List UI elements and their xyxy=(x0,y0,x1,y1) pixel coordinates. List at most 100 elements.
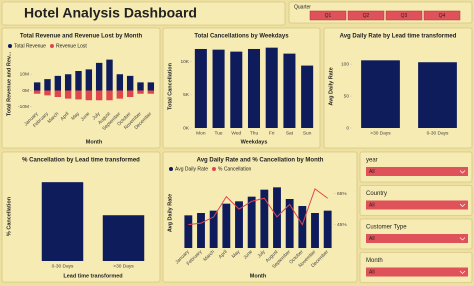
bar xyxy=(116,90,124,99)
quarter-label[interactable]: Q2 xyxy=(363,13,370,19)
dropdown-chevron[interactable] xyxy=(459,237,466,241)
y-tick-label: 0 xyxy=(346,125,349,131)
y-tick-label: 0K xyxy=(183,125,190,131)
x-axis-label: Month xyxy=(250,273,267,279)
bar xyxy=(85,90,93,101)
slicer-label: Country xyxy=(366,191,387,197)
bar xyxy=(126,90,134,97)
x-tick-label: 0-30 Days xyxy=(52,263,74,269)
quarter-button[interactable] xyxy=(385,10,423,21)
x-tick-label: June xyxy=(242,249,254,261)
bar xyxy=(247,48,261,128)
bar xyxy=(230,51,243,128)
bar xyxy=(197,213,205,248)
slicer-dropdown[interactable] xyxy=(366,267,468,277)
x-tick-label: April xyxy=(59,111,70,122)
quarter-label[interactable]: Q3 xyxy=(401,13,408,19)
bar xyxy=(222,203,231,248)
y-axis-label: Total Cancellation xyxy=(167,62,173,110)
legend-marker xyxy=(169,167,173,171)
x-tick-label: Mon xyxy=(196,130,206,136)
bar xyxy=(418,62,457,128)
x-tick-label: May xyxy=(70,111,81,122)
bar xyxy=(247,196,256,248)
x-tick-label: July xyxy=(91,111,102,122)
title-panel xyxy=(1,1,286,26)
bar xyxy=(126,75,134,91)
legend-marker xyxy=(8,44,12,48)
bar xyxy=(301,65,314,128)
legend-label: % Cancellation xyxy=(218,166,252,172)
slicer-value[interactable]: All xyxy=(369,270,375,276)
y2-tick-label: 45% xyxy=(337,222,347,228)
legend-label: Revenue Lost xyxy=(56,43,87,49)
bar xyxy=(54,90,62,97)
y-tick-label: 0M xyxy=(22,88,29,94)
bar xyxy=(209,210,218,248)
slicer-dropdown[interactable] xyxy=(366,167,468,176)
slicer-value[interactable]: All xyxy=(369,236,375,242)
legend-label: Avg Daily Rate xyxy=(175,166,208,172)
quarter-label[interactable]: Q4 xyxy=(439,13,446,19)
legend-label: Total Revenue xyxy=(14,43,46,49)
quarter-button[interactable] xyxy=(423,10,461,21)
chart-title: Avg Daily Rate by Lead time transformed xyxy=(340,34,457,40)
quarter-label[interactable]: Q1 xyxy=(325,13,332,19)
x-tick-label: >30 Days xyxy=(113,263,134,269)
y-tick-label: 10M xyxy=(20,72,29,78)
bar xyxy=(260,189,269,248)
x-tick-label: May xyxy=(231,249,242,260)
bar xyxy=(285,199,294,248)
bar xyxy=(44,79,51,91)
legend-marker xyxy=(49,44,54,48)
bar xyxy=(95,90,103,101)
x-axis-label: Month xyxy=(86,139,103,145)
bar xyxy=(137,90,144,94)
bar xyxy=(75,71,82,91)
y-tick-label: 100 xyxy=(341,61,349,67)
y2-tick-label: 65% xyxy=(337,191,347,197)
bar xyxy=(184,215,193,248)
quarter-button[interactable] xyxy=(309,10,347,21)
bar xyxy=(116,74,124,91)
bar xyxy=(361,60,400,129)
x-tick-label: April xyxy=(218,249,229,260)
bar xyxy=(194,48,207,128)
slicer-dropdown[interactable] xyxy=(366,200,468,210)
slicer-value[interactable]: All xyxy=(369,203,375,209)
y-axis-label: Avg Daily Rate xyxy=(167,194,173,232)
x-tick-label: 0-30 Days xyxy=(427,130,449,136)
x-tick-label: Tue xyxy=(215,130,223,136)
bar xyxy=(147,82,155,91)
x-tick-label: Thu xyxy=(250,130,259,136)
bar xyxy=(106,90,113,101)
slicer-value[interactable]: All xyxy=(369,169,375,175)
bar xyxy=(44,90,51,96)
x-tick-label: Sat xyxy=(286,130,294,136)
bar xyxy=(54,75,62,91)
dashboard-title: Hotel Analysis Dashboard xyxy=(24,5,197,21)
bar xyxy=(102,215,145,261)
quarter-button[interactable] xyxy=(347,10,385,21)
bar xyxy=(106,59,113,91)
dropdown-chevron[interactable] xyxy=(459,270,466,274)
chart-title: % Cancellation by Lead time transformed xyxy=(22,158,140,164)
slicer-dropdown[interactable] xyxy=(366,234,468,243)
chart-title: Total Revenue and Revenue Lost by Month xyxy=(20,34,143,40)
bar xyxy=(33,82,41,91)
x-tick-label: Fri xyxy=(269,130,275,136)
dropdown-chevron[interactable] xyxy=(459,170,466,174)
x-axis-label: Weekdays xyxy=(241,139,268,145)
y-axis-label: Total Revenue and Rev... xyxy=(6,51,12,116)
dropdown-chevron[interactable] xyxy=(459,203,466,207)
bar xyxy=(323,210,332,248)
line xyxy=(188,188,328,226)
bar xyxy=(235,201,243,248)
bar xyxy=(273,187,281,248)
bar xyxy=(33,90,41,94)
slicer-label: Customer Type xyxy=(366,225,407,231)
slicer-label: Quarter xyxy=(294,4,311,10)
x-tick-label: Wed xyxy=(231,130,241,136)
bar xyxy=(95,62,103,91)
